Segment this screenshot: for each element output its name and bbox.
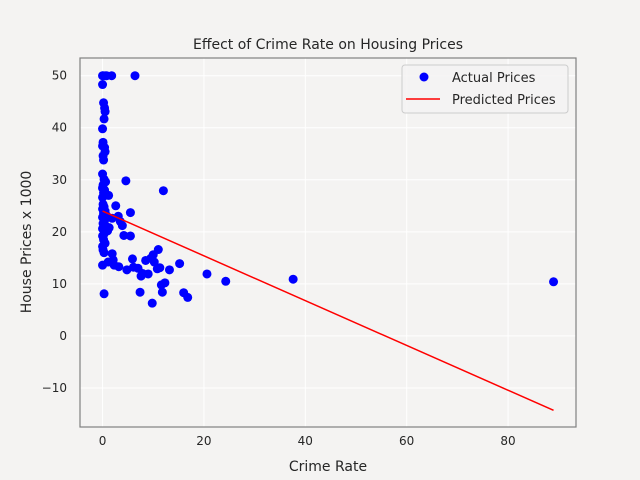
y-tick-label: 20 [52, 225, 67, 239]
actual-price-point [149, 257, 159, 267]
actual-price-point [202, 269, 212, 279]
actual-price-point [158, 186, 168, 196]
regression-line [102, 210, 554, 412]
actual-price-point [121, 176, 131, 186]
plot-frame [79, 57, 577, 428]
plot-area [80, 58, 576, 427]
actual-price-point [135, 287, 145, 297]
y-axis-label: House Prices x 1000 [19, 171, 35, 314]
actual-price-point [288, 274, 298, 284]
actual-price-point [221, 276, 231, 286]
actual-price-point [99, 289, 109, 299]
legend-marker-actual [419, 72, 429, 82]
legend-label-predicted: Predicted Prices [452, 93, 556, 108]
actual-price-point [104, 223, 114, 233]
actual-price-point [127, 254, 137, 264]
actual-price-point [125, 231, 135, 241]
actual-price-point [147, 298, 157, 308]
data-points [98, 71, 559, 308]
x-axis-label: Crime Rate [289, 459, 367, 475]
actual-price-point [125, 208, 135, 218]
legend: Actual Prices Predicted Prices [401, 64, 569, 114]
x-tick-label: 80 [500, 434, 515, 448]
actual-price-point [114, 262, 124, 272]
actual-price-point [98, 80, 108, 90]
chart-title: Effect of Crime Rate on Housing Prices [193, 37, 463, 53]
actual-price-point [98, 124, 108, 134]
actual-price-point [104, 190, 114, 200]
actual-price-point [99, 248, 109, 258]
x-tick-label: 60 [399, 434, 414, 448]
actual-price-point [111, 201, 121, 211]
actual-price-point [119, 230, 129, 240]
actual-price-point [160, 278, 170, 288]
actual-price-point [549, 277, 559, 287]
legend-label-actual: Actual Prices [452, 71, 536, 86]
actual-price-point [157, 287, 167, 297]
x-tick-label: 20 [196, 434, 211, 448]
actual-price-point [99, 114, 109, 124]
actual-price-point [100, 107, 110, 117]
legend-box [401, 64, 569, 114]
x-tick-labels: 0 20 40 60 80 [99, 434, 516, 448]
predicted-price-line [102, 210, 554, 412]
actual-price-point [155, 263, 165, 273]
y-tick-label: −10 [42, 381, 67, 395]
y-tick-label: 30 [52, 173, 67, 187]
x-tick-label: 0 [99, 434, 107, 448]
actual-price-point [117, 221, 127, 231]
y-tick-label: 10 [52, 277, 67, 291]
actual-price-point [99, 155, 109, 165]
actual-price-point [107, 71, 117, 81]
actual-price-point [183, 292, 193, 302]
y-tick-labels: −10 0 10 20 30 40 50 [42, 69, 67, 395]
actual-price-point [130, 71, 140, 81]
actual-price-point [153, 245, 163, 255]
y-tick-label: 40 [52, 121, 67, 135]
actual-price-point [164, 265, 174, 275]
x-tick-label: 40 [298, 434, 313, 448]
y-tick-label: 0 [59, 329, 67, 343]
y-tick-label: 50 [52, 69, 67, 83]
actual-price-point [143, 269, 153, 279]
actual-price-point [175, 259, 185, 269]
